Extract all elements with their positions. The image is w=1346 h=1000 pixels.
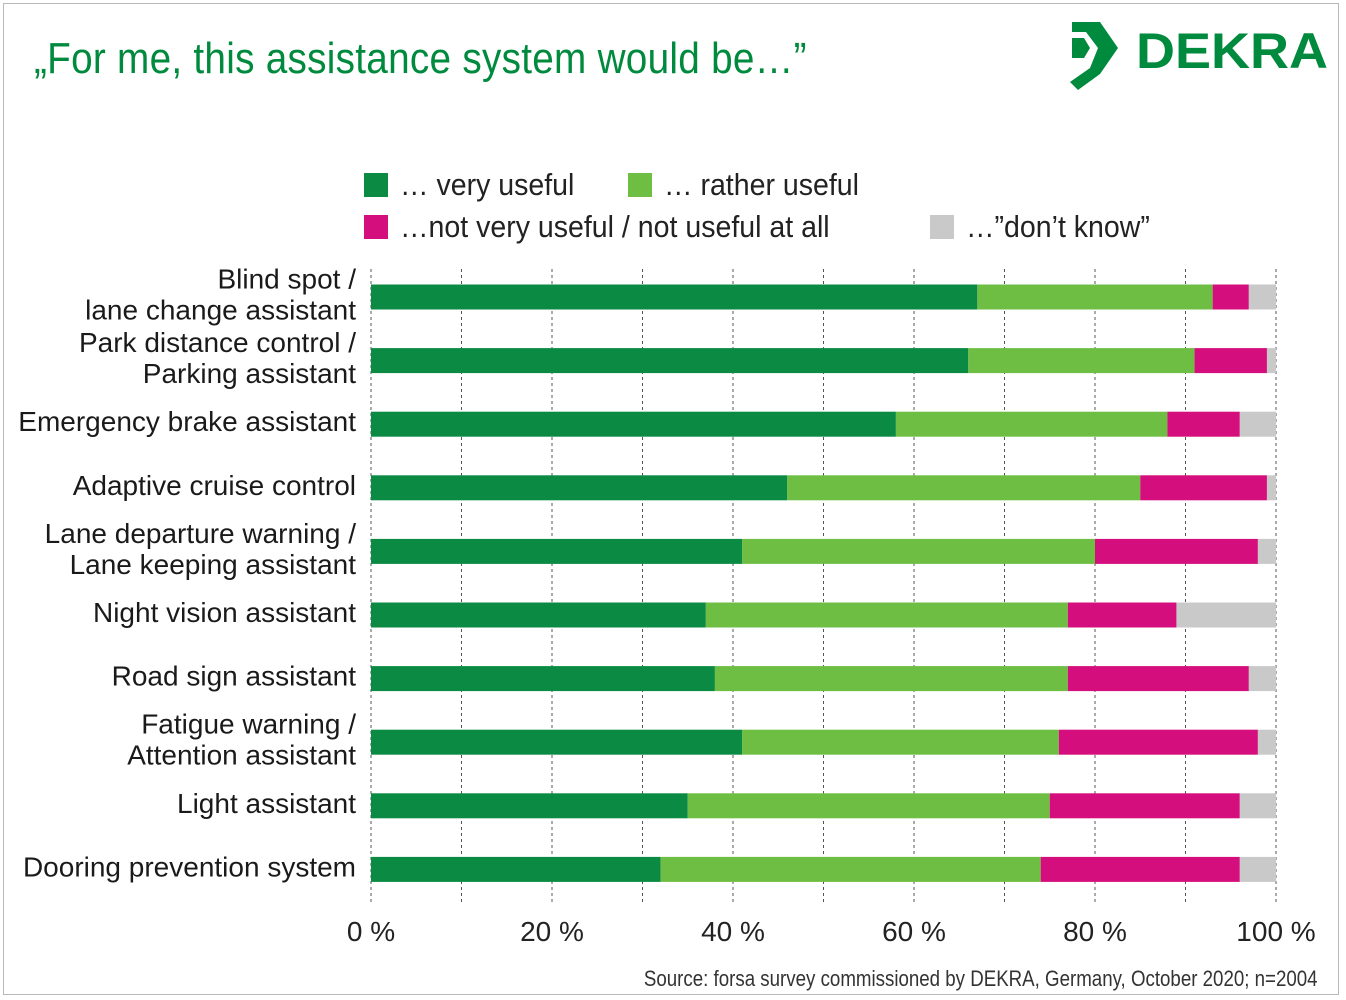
stacked-bar-chart: 0 % 20 % 40 % 60 % 80 % 100 % Blind spot /lane…: [18, 264, 1315, 948]
legend-swatch-dont-know: [930, 215, 954, 239]
chart-frame: „For me, this assistance system would be…: [3, 3, 1339, 995]
chart-title: „For me, this assistance system would be…: [34, 34, 807, 83]
bar-segment-very-useful: [371, 538, 743, 564]
category-label: Park distance control /: [79, 327, 356, 358]
bar-segment-very-useful: [371, 284, 978, 310]
x-tick-label: 40 %: [701, 916, 765, 947]
legend-label-rather-useful: … rather useful: [664, 167, 859, 202]
category-label: Fatigue warning /: [141, 709, 356, 740]
bar-segment-rather-useful: [687, 793, 1050, 819]
bar-segment-not-useful: [1194, 348, 1267, 374]
legend-label-not-useful: …not very useful / not useful at all: [400, 209, 830, 244]
category-label: Road sign assistant: [112, 661, 357, 692]
dekra-logo-mark-inner: [1072, 38, 1090, 58]
bar-segment-rather-useful: [714, 666, 1068, 692]
bar-segment-not-useful: [1212, 284, 1249, 310]
bar-segment-rather-useful: [660, 856, 1041, 882]
bar-segment-dont-know: [1176, 602, 1276, 628]
category-label: Night vision assistant: [93, 597, 356, 628]
legend-label-very-useful: … very useful: [400, 167, 575, 202]
dekra-logo: DEKRA: [1070, 22, 1328, 90]
bar-segment-dont-know: [1239, 856, 1276, 882]
bar-segment-very-useful: [371, 856, 661, 882]
bar-segment-rather-useful: [968, 348, 1195, 374]
bar-segment-rather-useful: [742, 538, 1095, 564]
bar-segment-rather-useful: [705, 602, 1068, 628]
x-tick-label: 20 %: [520, 916, 584, 947]
bar-segment-very-useful: [371, 411, 896, 437]
category-label: Adaptive cruise control: [73, 470, 356, 501]
bar-segment-rather-useful: [787, 475, 1141, 501]
bar-segment-not-useful: [1067, 666, 1249, 692]
source-note: Source: forsa survey commissioned by DEK…: [644, 966, 1318, 991]
bar-segment-not-useful: [1095, 538, 1258, 564]
bar-segment-not-useful: [1167, 411, 1240, 437]
x-tick-label: 60 %: [882, 916, 946, 947]
dekra-logo-text: DEKRA: [1136, 23, 1328, 79]
legend-swatch-rather-useful: [628, 173, 652, 197]
category-label: Emergency brake assistant: [18, 406, 356, 437]
bar-segment-dont-know: [1239, 411, 1276, 437]
category-label: Lane departure warning /: [45, 518, 357, 549]
bar-segment-not-useful: [1067, 602, 1177, 628]
bar-segment-dont-know: [1248, 666, 1276, 692]
category-label: Dooring prevention system: [23, 851, 356, 882]
bar-segment-not-useful: [1049, 793, 1240, 819]
legend-swatch-very-useful: [364, 173, 388, 197]
bar-segment-dont-know: [1257, 538, 1276, 564]
bar-segment-dont-know: [1239, 793, 1276, 819]
bar-segment-not-useful: [1040, 856, 1240, 882]
category-label: Attention assistant: [127, 740, 356, 771]
legend-swatch-not-useful: [364, 215, 388, 239]
bar-segment-very-useful: [371, 729, 743, 755]
bar-segment-very-useful: [371, 475, 788, 501]
bar-segment-rather-useful: [895, 411, 1168, 437]
bar-segment-very-useful: [371, 666, 715, 692]
category-label: Parking assistant: [143, 358, 356, 389]
category-label: Light assistant: [177, 788, 356, 819]
bar-segment-rather-useful: [977, 284, 1213, 310]
bar-segment-very-useful: [371, 602, 706, 628]
bar-segment-not-useful: [1140, 475, 1267, 501]
bar-segment-dont-know: [1266, 475, 1276, 501]
x-tick-label: 0 %: [347, 916, 395, 947]
bar-segment-not-useful: [1058, 729, 1258, 755]
bar-segment-dont-know: [1257, 729, 1276, 755]
bar-segment-dont-know: [1266, 348, 1276, 374]
bar-segment-very-useful: [371, 793, 688, 819]
category-label: lane change assistant: [85, 295, 356, 326]
dekra-logo-mark: [1070, 22, 1118, 90]
category-label: Blind spot /: [217, 264, 356, 295]
bar-segment-dont-know: [1248, 284, 1276, 310]
x-tick-label: 80 %: [1063, 916, 1127, 947]
category-label: Lane keeping assistant: [70, 549, 357, 580]
bar-segment-rather-useful: [742, 729, 1059, 755]
bar-segment-very-useful: [371, 348, 969, 374]
legend-label-dont-know: …”don’t know”: [966, 209, 1150, 244]
x-tick-label: 100 %: [1236, 916, 1315, 947]
